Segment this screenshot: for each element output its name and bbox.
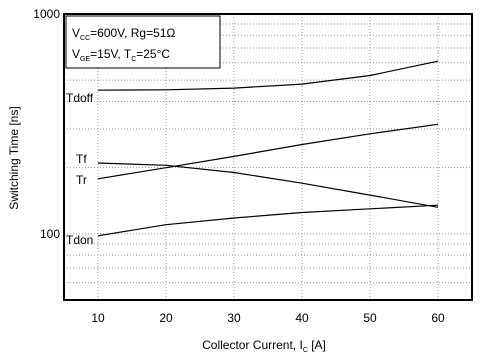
x-tick-label: 30 (227, 311, 241, 325)
annotation-line-2: VGE=15V, TC=25°C (72, 47, 170, 63)
x-tick-label: 20 (159, 311, 173, 325)
conditions-annotation: VCC=600V, Rg=51Ω VGE=15V, TC=25°C (65, 15, 221, 69)
series-label-tr: Tr (76, 173, 87, 187)
y-axis-label: Switching Time [ns] (7, 106, 21, 209)
annotation-box (65, 15, 221, 69)
annotation-line-1: VCC=600V, Rg=51Ω (72, 26, 175, 42)
series-labels: Tdoff Tf Tr Tdon (66, 91, 94, 247)
series-label-tdon: Tdon (66, 233, 93, 247)
series-label-tdoff: Tdoff (66, 91, 94, 105)
plot-frame (63, 13, 473, 301)
x-axis-ticks: 10 20 30 40 50 60 (91, 311, 445, 325)
x-tick-label: 60 (431, 311, 445, 325)
y-axis-ticks: 1000 100 (33, 7, 60, 241)
x-tick-label: 10 (91, 311, 105, 325)
x-tick-label: 40 (295, 311, 309, 325)
series-line-tdoff (97, 60, 439, 91)
series-lines (97, 60, 439, 237)
series-line-tf (97, 162, 439, 208)
series-line-tdon (97, 204, 439, 237)
y-tick-label: 100 (40, 227, 60, 241)
x-axis-label: Collector Current, IC [A] (202, 338, 326, 354)
series-line-tr (97, 123, 439, 180)
series-label-tf: Tf (76, 152, 87, 166)
x-tick-label: 50 (363, 311, 377, 325)
y-tick-label: 1000 (33, 7, 60, 21)
